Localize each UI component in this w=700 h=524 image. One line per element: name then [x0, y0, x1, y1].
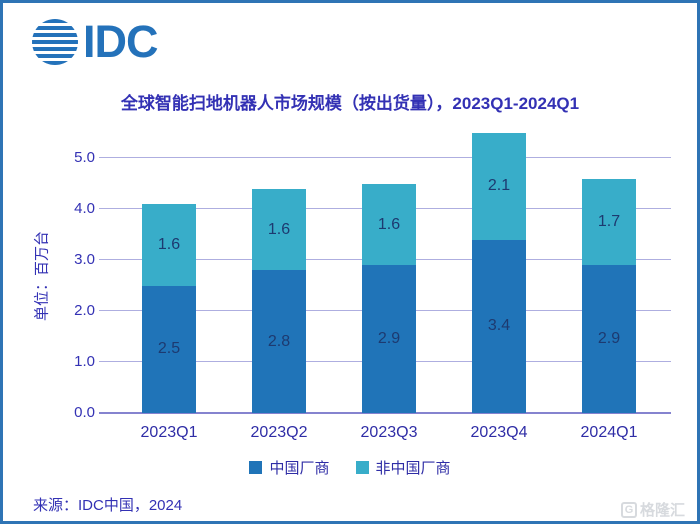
legend-item-非中国厂商: 非中国厂商 — [355, 457, 451, 478]
bar-2023Q4: 2.1 3.4 — [472, 133, 526, 413]
bar-value-label: 1.6 — [267, 220, 291, 238]
y-tick-label: 4.0 — [74, 200, 95, 218]
idc-logo: IDC — [32, 19, 158, 65]
bar-segment-非中国厂商: 1.6 — [142, 204, 196, 286]
idc-globe-icon — [32, 19, 78, 65]
y-axis-label: 单位：百万台 — [33, 230, 51, 322]
bar-segment-中国厂商: 2.5 — [142, 285, 196, 413]
y-tick-label: 3.0 — [74, 251, 95, 269]
bar-value-label: 2.1 — [487, 177, 511, 195]
bar-segment-中国厂商: 3.4 — [472, 239, 526, 413]
gridline — [99, 157, 671, 159]
bar-2023Q3: 1.6 2.9 — [362, 183, 416, 413]
plot-area: 0.0 1.0 2.0 3.0 4.0 5.0 1.6 2.5 2023Q1 1.6 2.8 2023… — [74, 133, 671, 441]
watermark: G 格隆汇 — [620, 499, 685, 520]
y-tick-label: 0.0 — [74, 404, 95, 421]
x-tick-label: 2024Q1 — [580, 424, 638, 441]
idc-logo-text: IDC — [83, 16, 158, 67]
bar-value-label: 1.6 — [157, 236, 181, 253]
bar-segment-中国厂商: 2.9 — [582, 265, 636, 413]
bar-value-label: 2.8 — [267, 332, 291, 350]
bar-2023Q2: 1.6 2.8 — [252, 189, 306, 413]
legend-item-中国厂商: 中国厂商 — [249, 457, 330, 478]
bar-value-label: 2.5 — [157, 340, 181, 358]
chart-title: 全球智能扫地机器人市场规模（按出货量），2023Q1-2024Q1 — [120, 94, 580, 113]
bar-segment-非中国厂商: 1.6 — [252, 189, 306, 271]
legend-label: 非中国厂商 — [375, 460, 451, 477]
x-tick-label: 2023Q2 — [250, 424, 308, 441]
bar-2024Q1: 1.7 2.9 — [582, 178, 636, 413]
x-axis-line — [99, 412, 671, 414]
bar-value-label: 2.9 — [377, 330, 401, 348]
bar-value-label: 3.4 — [487, 317, 511, 335]
y-tick-label: 5.0 — [74, 149, 95, 167]
y-tick-label: 1.0 — [74, 353, 95, 371]
source-note: 来源：IDC中国，2024 — [33, 497, 183, 514]
legend-swatch — [355, 461, 369, 474]
bar-value-label: 2.9 — [597, 330, 621, 348]
legend-swatch — [249, 461, 263, 474]
bar-value-label: 1.6 — [377, 215, 401, 233]
x-tick-label: 2023Q1 — [140, 424, 198, 441]
watermark-text: 格隆汇 — [639, 502, 685, 519]
y-tick-label: 2.0 — [74, 302, 95, 320]
x-tick-label: 2023Q3 — [360, 424, 418, 441]
bar-segment-中国厂商: 2.8 — [252, 270, 306, 413]
bar-segment-非中国厂商: 1.6 — [362, 183, 416, 266]
bar-value-label: 1.7 — [597, 213, 621, 231]
bar-2023Q1: 1.6 2.5 — [142, 204, 196, 413]
bar-segment-中国厂商: 2.9 — [362, 265, 416, 413]
x-tick-label: 2023Q4 — [470, 424, 528, 441]
bar-segment-非中国厂商: 1.7 — [582, 178, 636, 266]
chart-legend: 中国厂商 非中国厂商 — [3, 457, 697, 478]
gelonghui-logo-icon: G — [620, 501, 637, 518]
bar-segment-非中国厂商: 2.1 — [472, 133, 526, 240]
legend-label: 中国厂商 — [269, 460, 330, 477]
